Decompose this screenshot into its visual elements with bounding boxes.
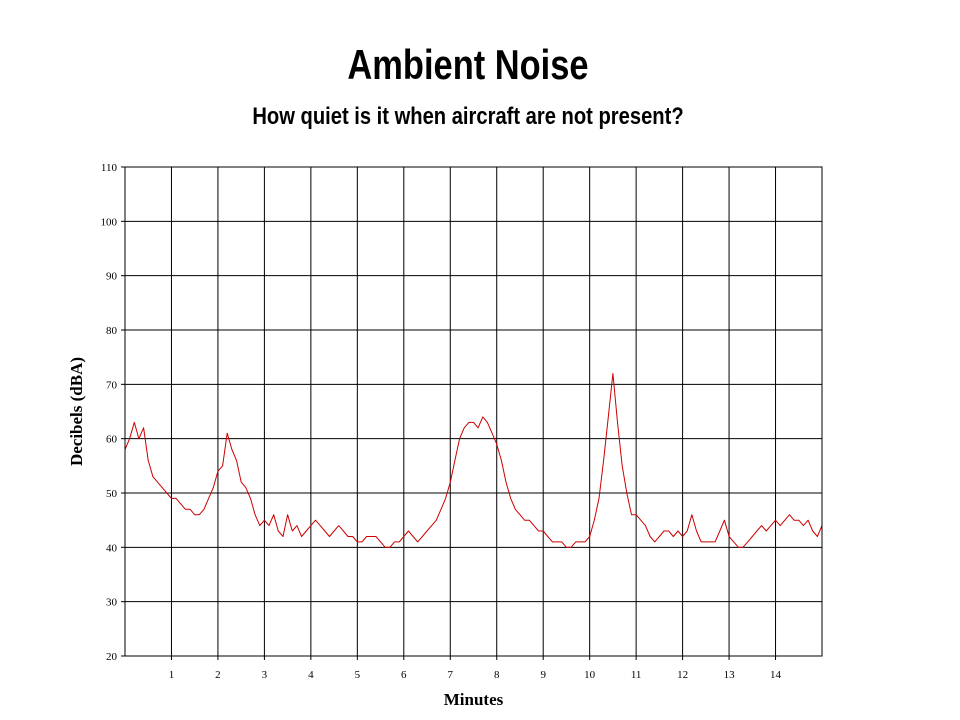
grid [125,167,822,656]
x-tick-label: 12 [677,669,688,681]
x-tick-label: 11 [631,669,642,681]
plot-area-frame [124,166,823,657]
series-layer [124,373,823,548]
y-tick-label: 70 [106,379,118,391]
x-tick-label: 4 [308,669,314,681]
x-tick-label: 10 [584,669,596,681]
y-tick-label: 20 [106,651,118,663]
y-tick-label: 30 [106,597,118,609]
y-tick-label: 40 [106,542,118,554]
x-tick-label: 13 [724,669,736,681]
x-tick-label: 5 [355,669,361,681]
y-axis-label: Decibels (dBA) [67,357,86,466]
y-tick-label: 60 [106,434,118,446]
y-tick-label: 110 [101,162,118,174]
y-tick-label: 90 [106,271,118,283]
y-tick-label: 80 [106,325,118,337]
x-tick-label: 14 [770,669,782,681]
x-tick-label: 3 [262,669,268,681]
x-tick-label: 7 [448,669,454,681]
x-tick-label: 2 [215,669,221,681]
x-tick-label: 8 [494,669,500,681]
x-tick-label: 6 [401,669,407,681]
noise-series-line [124,373,823,548]
x-tick-label: 1 [169,669,175,681]
y-tick-label: 50 [106,488,118,500]
x-axis-label: Minutes [444,690,504,709]
chart-title: Ambient Noise [347,41,589,88]
x-tick-label: 9 [540,669,546,681]
y-tick-label: 100 [101,216,118,228]
chart-subtitle: How quiet is it when aircraft are not pr… [252,103,684,130]
